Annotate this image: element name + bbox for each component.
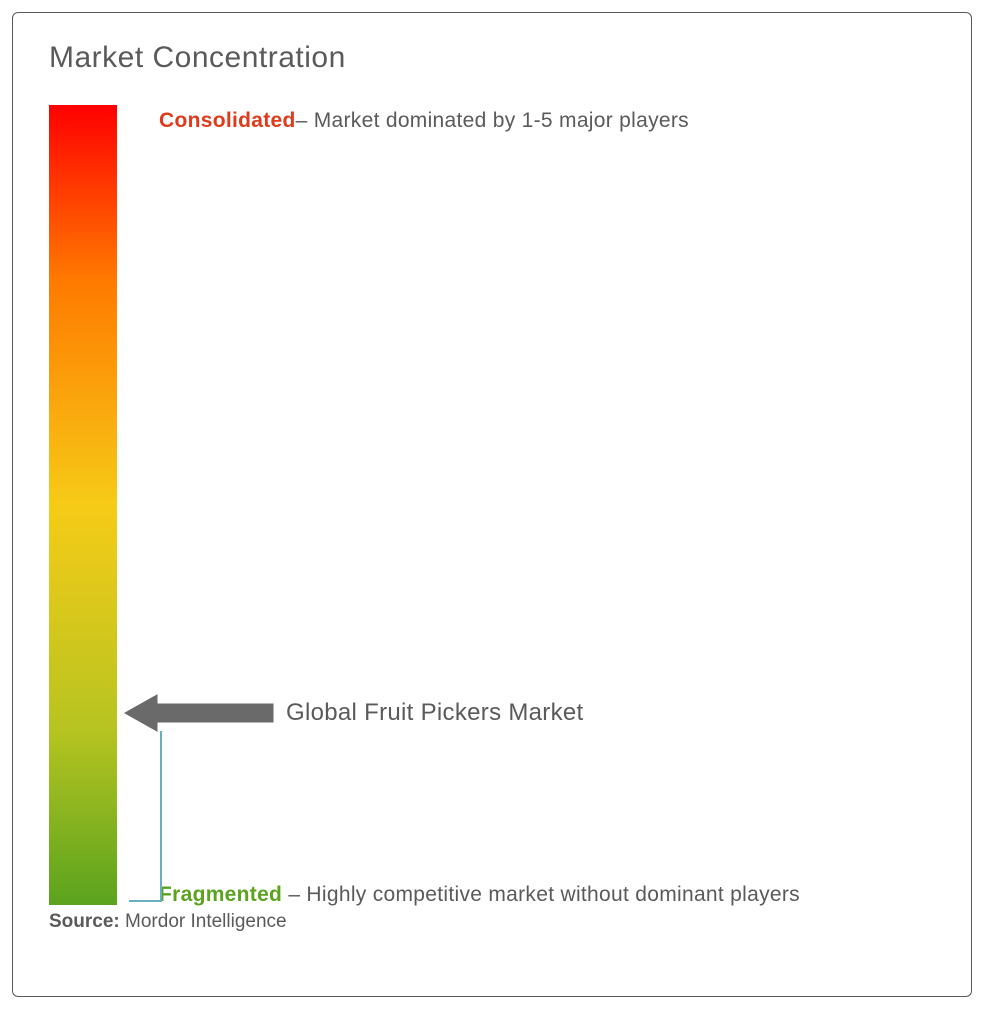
consolidated-keyword: Consolidated (159, 109, 296, 132)
consolidated-rest: – Market dominated by 1-5 major players (296, 109, 689, 132)
fragmented-rest: – Highly competitive market without domi… (282, 883, 800, 906)
gradient-bar (49, 105, 117, 905)
source-label: Source: (49, 911, 120, 932)
chart-title: Market Concentration (49, 41, 935, 75)
market-marker: Global Fruit Pickers Market (121, 691, 821, 747)
source-line: Source: Mordor Intelligence (49, 911, 287, 933)
connector-line (121, 691, 291, 911)
consolidated-label: Consolidated– Market dominated by 1-5 ma… (159, 109, 689, 133)
chart-panel: Market Concentration Consolidated– Marke… (12, 12, 972, 997)
chart-content: Consolidated– Market dominated by 1-5 ma… (49, 105, 935, 925)
marker-label: Global Fruit Pickers Market (286, 699, 584, 727)
source-value: Mordor Intelligence (120, 911, 287, 932)
